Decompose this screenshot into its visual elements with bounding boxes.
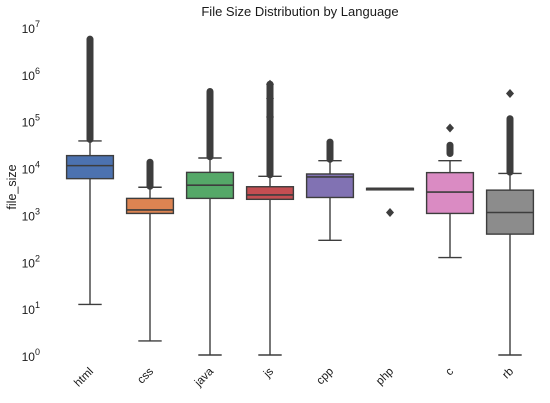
iqr-box	[125, 197, 175, 215]
box-html	[65, 35, 115, 306]
y-tick-label: 105	[22, 113, 40, 130]
y-tick-label: 103	[22, 206, 40, 223]
iqr-box	[245, 186, 295, 201]
outlier-point	[266, 79, 274, 89]
outlier-point	[266, 93, 274, 103]
box-cpp	[305, 138, 355, 242]
box-js	[245, 79, 295, 356]
outlier-point	[506, 89, 514, 99]
x-tick-label: php	[374, 366, 396, 388]
chart-title: File Size Distribution by Language	[201, 4, 398, 19]
x-tick-label: js	[261, 365, 276, 380]
x-tick-label: css	[135, 365, 156, 386]
y-tick-label: 100	[22, 347, 40, 364]
box-series	[65, 35, 535, 356]
x-tick-label: html	[72, 366, 96, 390]
outlier-point	[386, 207, 394, 217]
iqr-box	[305, 173, 355, 199]
y-tick-label: 104	[22, 160, 40, 177]
x-tick-label: cpp	[315, 366, 337, 388]
box-java	[185, 88, 235, 356]
x-tick-label: c	[444, 365, 457, 378]
iqr-box	[425, 171, 475, 215]
box-c	[425, 123, 475, 259]
x-tick-label: java	[192, 365, 217, 390]
y-tick-label: 101	[22, 300, 40, 317]
y-tick-label: 106	[22, 66, 40, 83]
y-axis-label: file_size	[5, 164, 19, 209]
y-tick-label: 102	[22, 253, 40, 270]
x-tick-label: rb	[500, 366, 516, 382]
outlier-point	[446, 123, 454, 133]
box-php	[365, 187, 415, 217]
iqr-box	[65, 154, 115, 180]
box-css	[125, 158, 175, 342]
x-axis-ticks: html css java js cpp php c rb	[72, 365, 516, 390]
box-rb	[485, 89, 535, 356]
outlier-point	[266, 112, 274, 122]
y-tick-label: 107	[22, 19, 40, 36]
y-axis-ticks: 100 101 102 103 104 105 106 107	[22, 19, 40, 364]
